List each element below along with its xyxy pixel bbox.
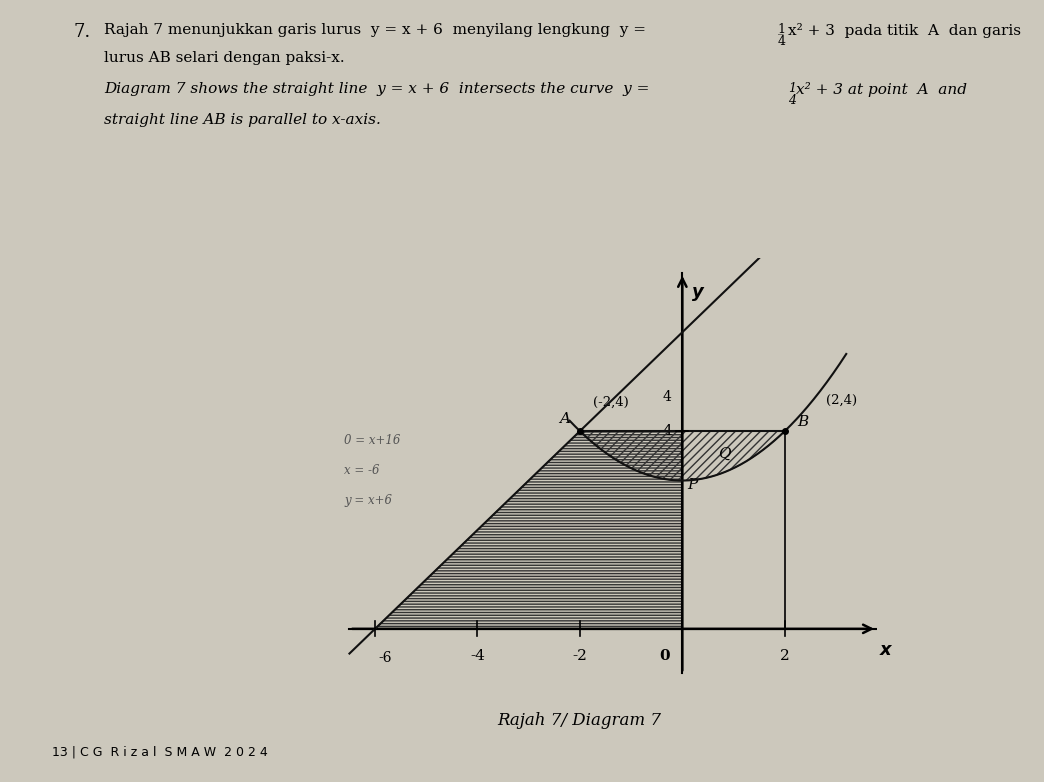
- Text: 1: 1: [788, 82, 797, 95]
- Text: 4: 4: [788, 94, 797, 107]
- Text: Q: Q: [718, 447, 731, 461]
- Text: A: A: [559, 412, 570, 426]
- Text: Rajah 7/ Diagram 7: Rajah 7/ Diagram 7: [497, 712, 662, 729]
- Text: 13 | C G  R i z a l  S M A W  2 0 2 4: 13 | C G R i z a l S M A W 2 0 2 4: [52, 745, 268, 759]
- Text: 1: 1: [778, 23, 786, 37]
- Text: 4: 4: [662, 424, 672, 438]
- Text: lurus AB selari dengan paksi-x.: lurus AB selari dengan paksi-x.: [104, 51, 345, 65]
- Text: P: P: [687, 478, 697, 492]
- Text: x = -6: x = -6: [345, 465, 380, 477]
- Text: (-2,4): (-2,4): [593, 396, 628, 409]
- Text: y: y: [691, 283, 704, 301]
- Text: y = x+6: y = x+6: [345, 493, 393, 507]
- Text: Diagram 7 shows the straight line  y = x + 6  intersects the curve  y =: Diagram 7 shows the straight line y = x …: [104, 82, 649, 96]
- Text: 0 = x+16: 0 = x+16: [345, 435, 401, 447]
- Text: x² + 3 at point  A  and: x² + 3 at point A and: [796, 82, 967, 97]
- Text: 4: 4: [778, 35, 786, 48]
- Text: _: _: [778, 25, 783, 35]
- Text: Rajah 7 menunjukkan garis lurus  y = x + 6  menyilang lengkung  y =: Rajah 7 menunjukkan garis lurus y = x + …: [104, 23, 646, 38]
- Text: -4: -4: [470, 648, 484, 662]
- Text: straight line AB is parallel to x-axis.: straight line AB is parallel to x-axis.: [104, 113, 381, 127]
- Text: 0: 0: [659, 648, 669, 662]
- Text: 4: 4: [663, 390, 671, 404]
- Text: -2: -2: [572, 648, 588, 662]
- Text: 7.: 7.: [73, 23, 91, 41]
- Text: x: x: [879, 641, 892, 659]
- Text: 2: 2: [780, 648, 789, 662]
- Text: -6: -6: [379, 651, 393, 665]
- Text: x² + 3  pada titik  A  dan garis: x² + 3 pada titik A dan garis: [788, 23, 1021, 38]
- Text: (2,4): (2,4): [826, 393, 857, 407]
- Text: B: B: [798, 414, 809, 429]
